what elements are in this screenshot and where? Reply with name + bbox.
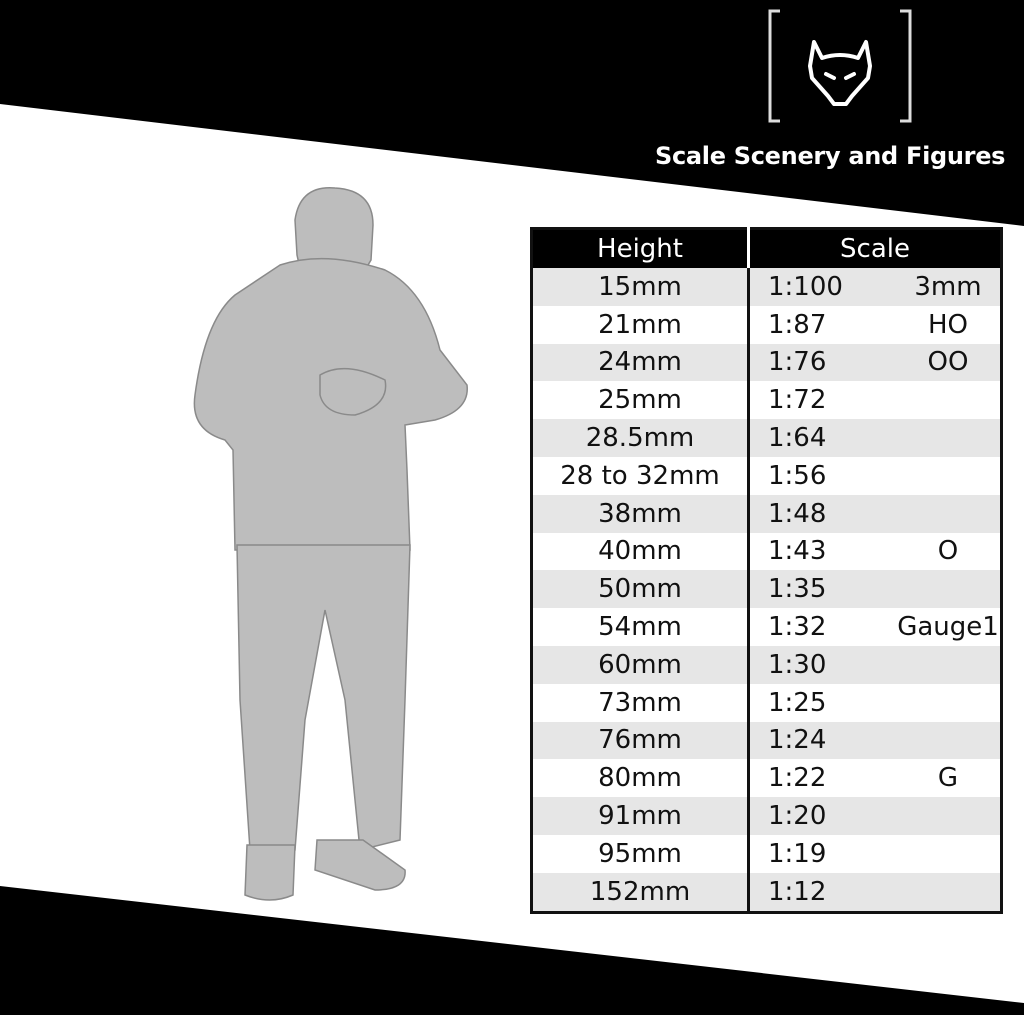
height-cell: 80mm — [531, 759, 750, 798]
scale-ratio-cell: 1:48 — [748, 494, 896, 533]
table-row: 73mm 1:25 — [531, 683, 1002, 722]
scale-ratio-cell: 1:72 — [748, 381, 896, 420]
height-cell: 15mm — [531, 268, 750, 306]
table-row: 95mm 1:19 — [531, 834, 1002, 873]
height-cell: 24mm — [531, 343, 750, 382]
gauge-name-cell — [896, 494, 1002, 533]
table-row: 15mm 1:100 3mm — [531, 268, 1002, 306]
gauge-name-cell: HO — [896, 305, 1002, 344]
height-cell: 54mm — [531, 608, 750, 646]
scale-ratio-cell: 1:56 — [748, 456, 896, 495]
height-cell: 28 to 32mm — [531, 456, 750, 495]
wolf-head-icon — [768, 9, 912, 123]
gauge-name-cell: 3mm — [896, 268, 1002, 306]
scale-ratio-cell: 1:100 — [748, 268, 896, 306]
scale-column-header: Scale — [748, 228, 1002, 268]
height-cell: 60mm — [531, 645, 750, 684]
height-cell: 25mm — [531, 381, 750, 420]
gauge-name-cell — [896, 797, 1002, 835]
table-row: 50mm 1:35 — [531, 570, 1002, 609]
height-cell: 76mm — [531, 721, 750, 760]
scale-ratio-cell: 1:24 — [748, 721, 896, 760]
gauge-name-cell — [896, 683, 1002, 722]
scale-ratio-cell: 1:35 — [748, 570, 896, 609]
table-row: 80mm 1:22 G — [531, 759, 1002, 798]
table-row: 91mm 1:20 — [531, 797, 1002, 835]
table-row: 76mm 1:24 — [531, 721, 1002, 760]
gauge-name-cell — [896, 456, 1002, 495]
figure-model-image — [193, 187, 468, 901]
table-row: 60mm 1:30 — [531, 645, 1002, 684]
scale-ratio-cell: 1:76 — [748, 343, 896, 382]
scale-ratio-cell: 1:43 — [748, 532, 896, 571]
table-row: 38mm 1:48 — [531, 494, 1002, 533]
table-row: 54mm 1:32 Gauge1 — [531, 608, 1002, 646]
table-row: 24mm 1:76 OO — [531, 343, 1002, 382]
table-row: 40mm 1:43 O — [531, 532, 1002, 571]
table-row: 28 to 32mm 1:56 — [531, 456, 1002, 495]
height-cell: 21mm — [531, 305, 750, 344]
gauge-name-cell: OO — [896, 343, 1002, 382]
height-cell: 38mm — [531, 494, 750, 533]
scale-ratio-cell: 1:32 — [748, 608, 896, 646]
scale-ratio-cell: 1:25 — [748, 683, 896, 722]
height-cell: 91mm — [531, 797, 750, 835]
gauge-name-cell — [896, 419, 1002, 457]
gauge-name-cell: O — [896, 532, 1002, 571]
table-header-row: Height Scale — [531, 228, 1002, 268]
scale-ratio-cell: 1:12 — [748, 872, 896, 913]
scale-table: Height Scale 15mm 1:100 3mm 21mm 1:87 HO 24mm 1… — [530, 227, 1003, 914]
height-cell: 50mm — [531, 570, 750, 609]
height-cell: 95mm — [531, 834, 750, 873]
height-cell: 28.5mm — [531, 419, 750, 457]
scale-ratio-cell: 1:20 — [748, 797, 896, 835]
gauge-name-cell: G — [896, 759, 1002, 798]
height-column-header: Height — [531, 228, 750, 268]
scale-ratio-cell: 1:30 — [748, 645, 896, 684]
height-cell: 40mm — [531, 532, 750, 571]
gauge-name-cell — [896, 834, 1002, 873]
brand-name: Scale Scenery and Figures — [655, 142, 1006, 170]
gauge-name-cell — [896, 872, 1002, 913]
scale-ratio-cell: 1:64 — [748, 419, 896, 457]
table-row: 25mm 1:72 — [531, 381, 1002, 420]
scale-ratio-cell: 1:22 — [748, 759, 896, 798]
table-row: 28.5mm 1:64 — [531, 419, 1002, 457]
scale-ratio-cell: 1:87 — [748, 305, 896, 344]
table-row: 21mm 1:87 HO — [531, 305, 1002, 344]
height-cell: 73mm — [531, 683, 750, 722]
gauge-name-cell — [896, 570, 1002, 609]
scale-ratio-cell: 1:19 — [748, 834, 896, 873]
gauge-name-cell: Gauge1 — [896, 608, 1002, 646]
gauge-name-cell — [896, 721, 1002, 760]
table-row: 152mm 1:12 — [531, 872, 1002, 913]
gauge-name-cell — [896, 381, 1002, 420]
gauge-name-cell — [896, 645, 1002, 684]
height-cell: 152mm — [531, 872, 750, 913]
